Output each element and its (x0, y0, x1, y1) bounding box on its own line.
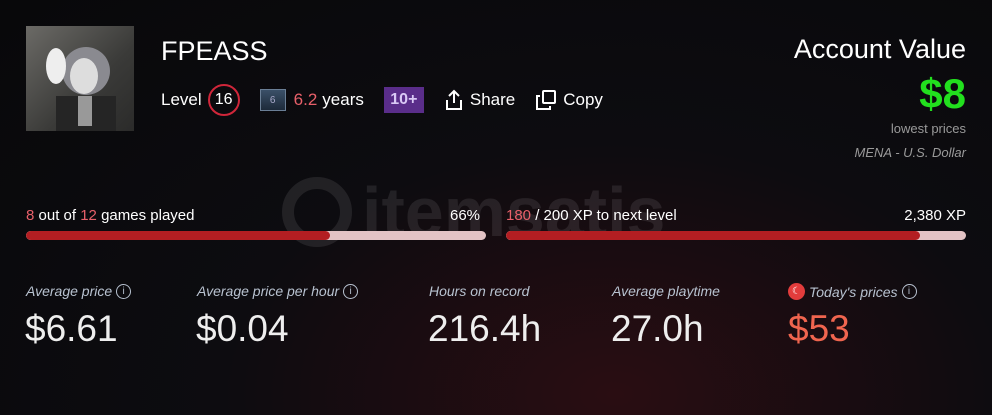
stat-label-hours: Hours on record (429, 283, 530, 299)
level-badge: 16 (207, 84, 240, 116)
games-progress-bar (26, 231, 486, 240)
stat-value-playtime: 27.0h (611, 308, 704, 349)
xp-progress-fill (506, 231, 920, 240)
stat-value-hours: 216.4h (428, 308, 542, 349)
info-icon[interactable]: i (343, 283, 359, 299)
price-basis: lowest prices (890, 121, 966, 136)
avatar (26, 26, 134, 131)
games-progress-fill (26, 231, 330, 240)
years-label: years (322, 90, 364, 109)
xp-total: 2,380 XP (904, 207, 966, 224)
copy-button[interactable]: Copy (535, 89, 603, 111)
stat-label-average-price: Average price i (26, 283, 132, 299)
stat-value-price-per-hour: $0.04 (196, 308, 289, 349)
stat-label-price-per-hour: Average price per hour i (197, 283, 359, 299)
info-icon[interactable]: i (901, 284, 917, 299)
share-button[interactable]: Share (444, 89, 515, 111)
games-count-badge: 10+ (383, 87, 424, 113)
stat-label-todays-prices: ☾ Today's prices i (788, 283, 917, 300)
region-currency: MENA - U.S. Dollar (854, 145, 966, 160)
level-label: Level (161, 90, 202, 109)
stat-value-average-price: $6.61 (25, 308, 118, 349)
years-service-badge: 6 (259, 89, 286, 111)
years-value: 6.2 (293, 90, 318, 109)
turkey-flag-icon: ☾ (788, 283, 805, 300)
account-value-title: Account Value (793, 34, 966, 64)
username: FPEASS (161, 36, 268, 66)
account-value: $8 (919, 70, 966, 117)
copy-icon (536, 90, 557, 110)
share-icon (445, 89, 462, 110)
games-played-text: 8 out of 12 games played (26, 207, 195, 224)
stat-value-todays-prices: $53 (788, 308, 850, 349)
stat-label-playtime: Average playtime (612, 283, 720, 299)
share-label: Share (469, 90, 516, 109)
copy-label: Copy (563, 90, 603, 109)
games-percent: 66% (450, 207, 481, 224)
xp-text: 180 / 200 XP to next level (506, 207, 677, 224)
info-icon[interactable]: i (116, 283, 132, 299)
xp-progress-bar (506, 231, 966, 240)
